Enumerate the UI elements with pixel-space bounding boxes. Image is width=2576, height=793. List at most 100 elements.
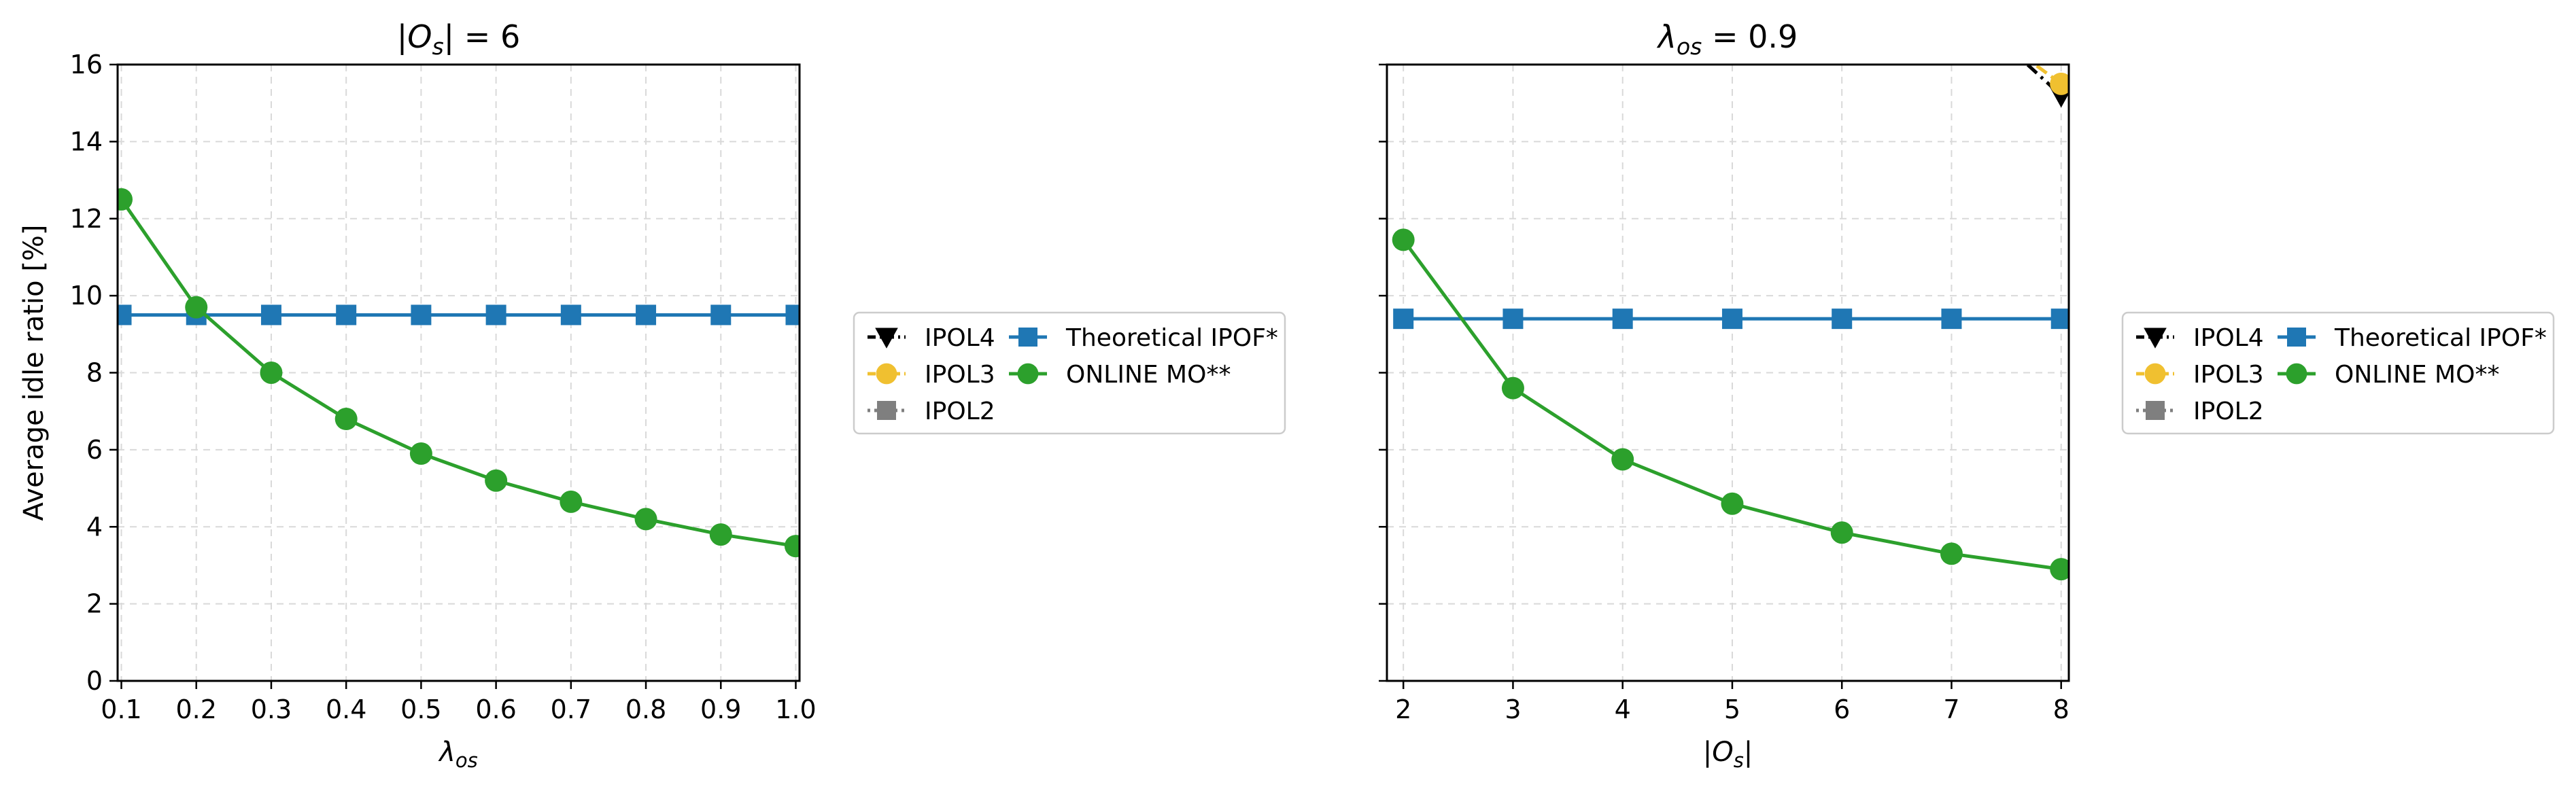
data-point-online-mo (485, 469, 508, 492)
legend-label: Theoretical IPOF* (1065, 324, 1278, 352)
x-tick-label: 3 (1505, 694, 1521, 724)
data-point-theoretical-ipof (336, 304, 357, 325)
legend: IPOL4 IPOL3 IPOL2 Theoretical IPOF* ONLINE M… (2121, 311, 2555, 435)
data-point-online-mo (1940, 542, 1963, 565)
x-tick-label: 4 (1615, 694, 1631, 724)
legend-item-online-mo: ONLINE MO** (2278, 361, 2499, 389)
legend-item-ipol2: IPOL2 (2136, 398, 2264, 425)
data-point-theoretical-ipof (2050, 309, 2069, 330)
chart-panel-1: 0.1 0.2 0.3 0.4 0.5 0.6 0.7 0.8 0.9 1.0 0 2 4 6 8 10 12 1… (18, 18, 1286, 772)
x-tick-label: 7 (1943, 694, 1959, 724)
y-tick-label: 0 (86, 666, 103, 696)
data-point-online-mo (118, 188, 133, 211)
series-online-mo (118, 188, 800, 558)
data-point-theoretical-ipof (1393, 309, 1414, 330)
series-theoretical-ipof (1393, 309, 2069, 330)
legend-marker (1017, 363, 1039, 385)
legend-item-ipol4: IPOL4 (2136, 324, 2264, 352)
series-line-ipol4 (2025, 65, 2063, 97)
data-point-ipol3 (1940, 0, 1963, 14)
legend-label: IPOL3 (925, 361, 995, 389)
x-axis-label: |Os| (1703, 737, 1753, 772)
data-point-theoretical-ipof (1721, 309, 1742, 330)
y-tick-label: 8 (86, 358, 103, 388)
grid (1387, 64, 2069, 682)
y-tick-label: 6 (86, 435, 103, 465)
x-tick-label: 1.0 (775, 694, 816, 724)
legend-marker (2144, 363, 2166, 385)
x-tick-label: 0.3 (251, 694, 292, 724)
legend-marker (2287, 328, 2306, 347)
legend-label: IPOL4 (2193, 324, 2264, 352)
data-point-online-mo (334, 408, 358, 431)
data-point-theoretical-ipof (1502, 309, 1524, 330)
x-tick-label: 0.2 (176, 694, 217, 724)
data-point-online-mo (185, 296, 208, 319)
data-point-online-mo (1830, 521, 1853, 544)
y-tick-label: 4 (86, 512, 103, 542)
data-point-theoretical-ipof (636, 304, 657, 325)
legend-item-online-mo: ONLINE MO** (1009, 361, 1231, 389)
data-point-theoretical-ipof (710, 304, 732, 325)
data-point-theoretical-ipof (118, 304, 132, 325)
legend-label: IPOL3 (2193, 361, 2264, 389)
x-tick-label: 8 (2053, 694, 2070, 724)
legend-item-ipol4: IPOL4 (868, 324, 995, 352)
x-tick-label: 0.1 (101, 694, 141, 724)
legend: IPOL4 IPOL3 IPOL2 Theoretical IPOF* ONLINE M… (853, 311, 1286, 435)
legend-marker (875, 328, 898, 349)
x-tick-label: 6 (1834, 694, 1850, 724)
data-point-theoretical-ipof (260, 304, 281, 325)
data-point-online-mo (409, 442, 432, 465)
x-tick-label: 0.8 (625, 694, 666, 724)
data-point-online-mo (2050, 558, 2069, 581)
x-axis-label: λos (438, 737, 478, 772)
data-point-ipol3 (2050, 72, 2069, 95)
data-point-online-mo (1392, 228, 1415, 251)
chart-title: λos = 0.9 (1656, 18, 1798, 60)
plot-area (118, 188, 800, 558)
data-point-theoretical-ipof (1612, 309, 1633, 330)
legend-label: IPOL2 (925, 398, 995, 425)
legend-label: IPOL4 (925, 324, 995, 352)
legend-marker (2146, 401, 2165, 420)
data-point-online-mo (709, 523, 732, 546)
x-tick-label: 0.6 (475, 694, 516, 724)
legend-marker (2286, 363, 2307, 385)
data-point-theoretical-ipof (411, 304, 432, 325)
data-point-theoretical-ipof (785, 304, 800, 325)
data-point-theoretical-ipof (1832, 309, 1853, 330)
legend-item-ipol3: IPOL3 (868, 361, 995, 389)
legend-box (853, 311, 1286, 435)
data-point-theoretical-ipof (1941, 309, 1962, 330)
y-tick-label: 14 (70, 126, 103, 156)
data-point-theoretical-ipof (485, 304, 506, 325)
x-tick-label: 2 (1395, 694, 1411, 724)
grid (118, 64, 800, 682)
chart-panel-2: 2 3 4 5 6 7 8 λos = 0.9 |Os| IPOL4 IPOL3 IPOL2 Theor… (1379, 0, 2555, 772)
y-tick-label: 2 (86, 589, 103, 619)
legend-label: ONLINE MO** (2335, 361, 2499, 389)
data-point-theoretical-ipof (560, 304, 581, 325)
y-axis-label: Average idle ratio [%] (18, 224, 50, 521)
legend-label: IPOL2 (2193, 398, 2264, 425)
x-tick-label: 0.7 (551, 694, 591, 724)
data-point-online-mo (634, 508, 657, 531)
legend-marker (2144, 328, 2167, 349)
series-ipol3 (1940, 0, 2069, 95)
x-tick-label: 0.5 (400, 694, 441, 724)
legend-label: ONLINE MO** (1066, 361, 1231, 389)
data-point-online-mo (1501, 376, 1524, 400)
x-tick-label: 5 (1724, 694, 1740, 724)
legend-box (2121, 311, 2555, 435)
y-tick-label: 16 (70, 50, 103, 80)
legend-item-theoretical-ipof: Theoretical IPOF* (1009, 324, 1278, 352)
data-point-online-mo (560, 490, 583, 513)
legend-marker (876, 363, 897, 385)
legend-item-ipol2: IPOL2 (868, 398, 995, 425)
data-point-online-mo (1611, 448, 1634, 471)
y-tick-label: 12 (70, 204, 103, 234)
data-point-online-mo (784, 535, 800, 558)
chart-title: |Os| = 6 (397, 18, 520, 60)
